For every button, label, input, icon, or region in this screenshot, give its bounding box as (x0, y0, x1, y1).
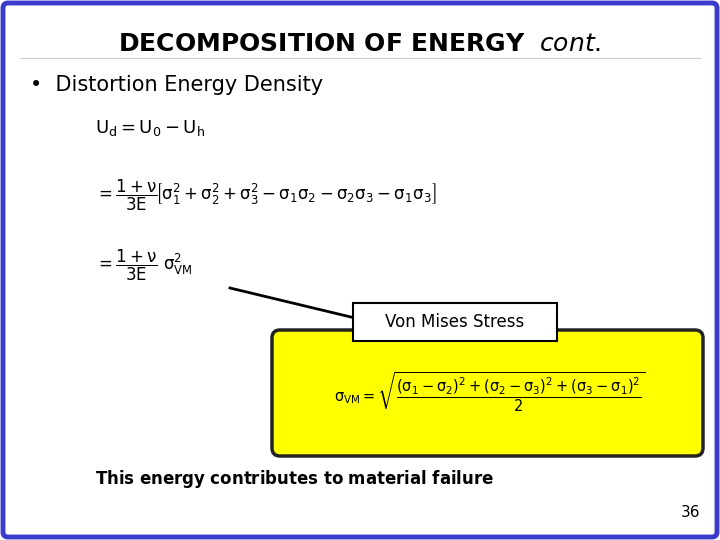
Text: Von Mises Stress: Von Mises Stress (385, 313, 525, 331)
Text: $\mathbf{DECOMPOSITION\ OF\ ENERGY}$  $\mathbf{\it{cont.}}$: $\mathbf{DECOMPOSITION\ OF\ ENERGY}$ $\m… (119, 32, 601, 56)
FancyBboxPatch shape (353, 303, 557, 341)
Text: $\mathrm{= \dfrac{1+\nu}{3E}\!\left[\sigma_1^2 + \sigma_2^2 + \sigma_3^2 - \sigm: $\mathrm{= \dfrac{1+\nu}{3E}\!\left[\sig… (95, 178, 436, 213)
Text: $\mathrm{= \dfrac{1+\nu}{3E}\ \sigma_{VM}^2}$: $\mathrm{= \dfrac{1+\nu}{3E}\ \sigma_{VM… (95, 248, 193, 283)
Text: $\mathrm{\sigma_{VM} = \sqrt{\dfrac{\left(\sigma_1 - \sigma_2\right)^2 + \left(\: $\mathrm{\sigma_{VM} = \sqrt{\dfrac{\lef… (334, 370, 646, 414)
Text: •  Distortion Energy Density: • Distortion Energy Density (30, 75, 323, 95)
FancyBboxPatch shape (3, 3, 717, 537)
Text: $\mathrm{U_d = U_0 - U_h}$: $\mathrm{U_d = U_0 - U_h}$ (95, 118, 205, 138)
Text: 36: 36 (680, 505, 700, 520)
FancyBboxPatch shape (272, 330, 703, 456)
Text: $\mathbf{This\ energy\ contributes\ to\ material\ failure}$: $\mathbf{This\ energy\ contributes\ to\ … (95, 468, 494, 490)
